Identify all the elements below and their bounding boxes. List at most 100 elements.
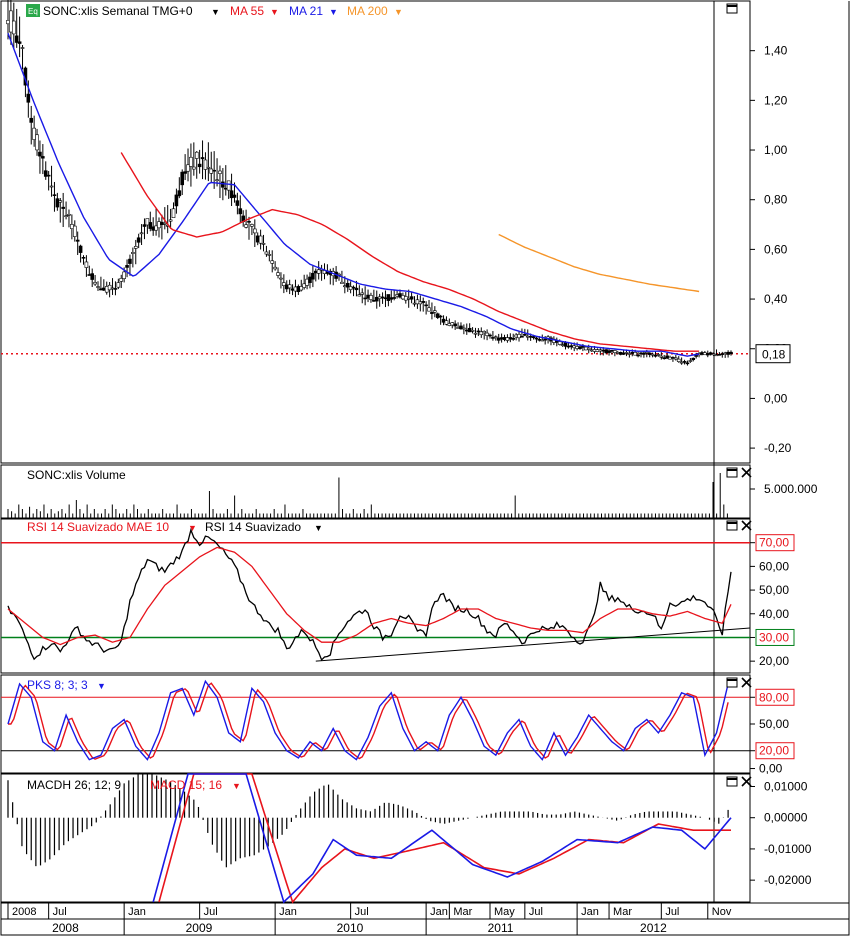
- price-candle: [674, 357, 678, 360]
- price-candle: [90, 273, 95, 280]
- pks-label[interactable]: PKS 8; 3; 3: [27, 678, 88, 692]
- price-candle: [189, 156, 193, 167]
- price-candle: [525, 335, 530, 338]
- price-candle: [104, 286, 109, 293]
- price-candle: [75, 239, 80, 242]
- price-candle: [485, 332, 489, 336]
- price-candle: [209, 168, 214, 174]
- price-candle: [514, 334, 518, 338]
- ma200-dropdown-icon[interactable]: ▼: [394, 7, 403, 17]
- price-candle: [70, 224, 74, 230]
- price-candle: [607, 350, 611, 353]
- price-candle: [366, 294, 370, 299]
- price-candle: [557, 341, 562, 345]
- ma21-label[interactable]: MA 21: [289, 4, 323, 18]
- price-candle: [290, 288, 295, 291]
- price-candle: [43, 170, 48, 177]
- price-candle: [32, 127, 36, 140]
- price-candle: [415, 299, 420, 305]
- price-candle: [613, 350, 617, 353]
- price-candle: [700, 352, 704, 355]
- price-candle: [354, 287, 359, 291]
- price-candle: [293, 286, 298, 292]
- macd-label[interactable]: MACD 15; 16: [150, 778, 222, 792]
- rsi-dropdown-icon[interactable]: ▼: [314, 523, 323, 533]
- price-candle: [575, 346, 579, 349]
- ma200-label[interactable]: MA 200: [347, 4, 388, 18]
- price-candle: [444, 320, 449, 325]
- ma55-dropdown-icon[interactable]: ▼: [270, 7, 279, 17]
- price-candle: [691, 357, 696, 361]
- year-label: 2011: [488, 921, 514, 935]
- price-candle: [6, 20, 10, 25]
- ma55-label[interactable]: MA 55: [230, 4, 264, 18]
- macd-y-tick-label: -0,02000: [764, 873, 812, 887]
- price-candle: [247, 221, 251, 223]
- rsi-trend-line: [315, 627, 751, 662]
- main-y-tick-label: -0,20: [764, 441, 792, 455]
- price-candle: [192, 166, 196, 170]
- price-candle: [395, 294, 399, 297]
- close-icon: [741, 677, 752, 688]
- price-candle: [427, 307, 431, 312]
- month-label: Jul: [355, 906, 369, 918]
- price-candle: [711, 353, 716, 356]
- pks-line: [7, 679, 729, 761]
- price-candle: [592, 349, 597, 352]
- price-candle: [604, 349, 608, 354]
- price-candle: [305, 278, 309, 286]
- main-chart-dropdown-icon[interactable]: ▼: [211, 7, 220, 17]
- pks-dropdown-icon[interactable]: ▼: [97, 681, 106, 691]
- month-label: Mar: [453, 906, 472, 918]
- ma200-line: [498, 233, 700, 293]
- price-candle: [273, 266, 277, 270]
- price-candle: [238, 208, 243, 215]
- price-candle: [659, 355, 664, 358]
- price-candle: [49, 185, 54, 188]
- price-candle: [14, 35, 19, 43]
- main-chart-title[interactable]: SONC:xlis Semanal TMG+0: [43, 4, 193, 18]
- price-candle: [511, 337, 516, 340]
- price-candle: [523, 334, 527, 336]
- macd-dropdown-icon[interactable]: ▼: [232, 781, 241, 791]
- price-candle: [650, 353, 655, 356]
- close-icon: [741, 776, 752, 787]
- price-candle: [17, 41, 22, 44]
- main-y-tick-label: 0,60: [764, 242, 788, 256]
- price-candle: [528, 336, 533, 338]
- price-candle: [502, 337, 507, 340]
- macdh-label[interactable]: MACDH 26; 12; 9: [27, 778, 121, 792]
- price-candle: [160, 221, 164, 225]
- price-candle: [308, 276, 312, 283]
- price-candle: [476, 330, 481, 333]
- price-candle: [284, 284, 289, 290]
- price-candle: [148, 222, 153, 229]
- rsi-signal-label[interactable]: RSI 14 Suavizado MAE 10: [27, 520, 169, 534]
- price-candle: [84, 261, 89, 268]
- maximize-icon: [726, 776, 738, 787]
- volume-panel-title[interactable]: SONC:xlis Volume: [27, 468, 126, 482]
- price-candle: [154, 225, 158, 231]
- price-candle: [20, 47, 25, 49]
- price-candle: [464, 329, 469, 332]
- month-label: Jan: [279, 906, 297, 918]
- rsi-signal-dropdown-icon[interactable]: ▼: [188, 523, 197, 533]
- price-candle: [488, 334, 492, 337]
- price-candle: [566, 345, 571, 348]
- month-label: Jan: [430, 906, 448, 918]
- price-candle: [424, 304, 428, 307]
- price-candle: [206, 166, 211, 169]
- price-candle: [435, 313, 440, 318]
- price-candle: [302, 283, 306, 288]
- price-candle: [470, 330, 475, 332]
- rsi-level-box: [755, 628, 795, 646]
- rsi-label[interactable]: RSI 14 Suavizado: [205, 520, 301, 534]
- ma21-dropdown-icon[interactable]: ▼: [329, 7, 338, 17]
- price-candle: [41, 156, 45, 159]
- price-candle: [569, 345, 574, 348]
- price-candle: [38, 151, 42, 157]
- price-candle: [656, 354, 661, 356]
- price-bars: [6, 0, 733, 366]
- price-candle: [29, 117, 34, 123]
- price-candle: [406, 297, 411, 300]
